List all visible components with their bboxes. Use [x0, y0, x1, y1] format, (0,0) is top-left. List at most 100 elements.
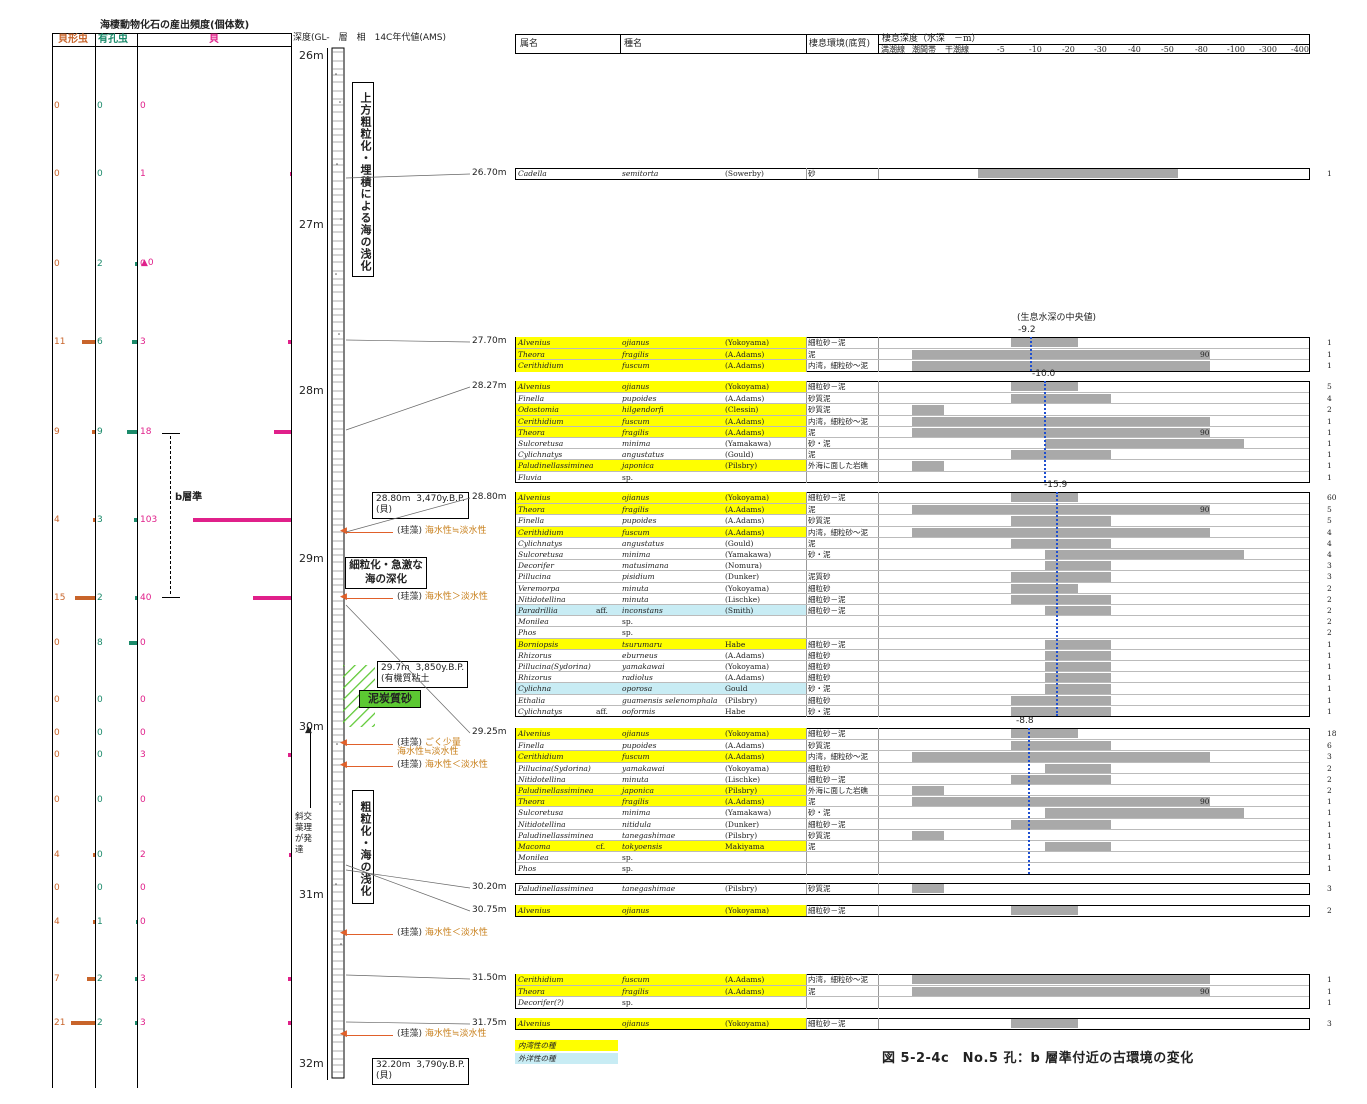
ostracod-bar — [91, 430, 95, 434]
sample-depth: 28.27m — [472, 381, 507, 391]
cell-divider — [806, 426, 807, 438]
cell-divider — [878, 492, 879, 504]
specimen-count: 1 — [1327, 472, 1332, 482]
foram-count: 0 — [97, 101, 103, 111]
specimen-count: 1 — [1327, 673, 1332, 683]
cell-divider — [878, 661, 879, 673]
table-row: Sulcoretusa minima (Yamakawa) 砂・泥 4 — [516, 548, 1332, 561]
genus-cell: Odostomia — [518, 405, 559, 415]
species-cell: fuscum — [622, 527, 650, 537]
cell-divider — [806, 381, 807, 393]
table-row: Rhizorus radiolus (A.Adams) 細粒砂 1 — [516, 671, 1332, 684]
cell-divider — [806, 740, 807, 752]
cell-divider — [806, 627, 807, 639]
sample-depth: 30.20m — [472, 882, 507, 892]
shell-count: 2 — [140, 850, 146, 860]
ostracod-count: 9 — [54, 427, 60, 437]
depth-tick: -10 — [1029, 45, 1042, 54]
depth-range-bar — [912, 830, 944, 840]
shell-count: 3 — [140, 750, 146, 760]
date-age: 3,850y.B.P. — [415, 663, 465, 673]
specimen-count: 1 — [1327, 169, 1332, 178]
depth-range-bar — [1045, 662, 1111, 672]
connector-line — [345, 869, 471, 889]
depth-range-bar — [1011, 741, 1111, 751]
cell-divider — [806, 683, 807, 695]
depth-range-bar — [912, 786, 944, 796]
cell-divider — [878, 349, 879, 361]
depth-range-bar — [912, 527, 1210, 537]
cell-divider — [806, 997, 807, 1009]
species-group — [515, 1018, 1310, 1031]
ostracod-count: 4 — [54, 917, 60, 927]
depth-range-bar — [978, 169, 1178, 179]
cell-divider — [878, 449, 879, 461]
sample-depth: 26.70m — [472, 168, 507, 178]
specimen-count: 2 — [1327, 583, 1332, 593]
date-box-32-20: 32.20m 3,790y.B.P. (貝) — [372, 1058, 469, 1085]
diatom-arrow — [345, 744, 393, 745]
author-cell: (Yokoyama) — [725, 583, 770, 593]
cell-divider — [878, 593, 879, 605]
genus-cell: Nitidotellina — [518, 774, 566, 784]
table-row: Fluvia sp. 1 — [516, 470, 1332, 483]
diatom-arrowhead: ◀ — [340, 760, 347, 770]
author-cell: (A.Adams) — [725, 416, 765, 426]
cell-divider — [806, 883, 807, 895]
foram-count: 2 — [97, 1018, 103, 1028]
species-cell: inconstans — [622, 606, 663, 615]
diatom-arrow — [345, 766, 393, 767]
date-material: (有機質粘土 — [381, 674, 430, 685]
ostracod-bar — [92, 518, 95, 522]
habitat-cell: 砂・泥 — [808, 808, 831, 818]
species-cell: tokyoensis — [622, 842, 663, 851]
table-row: Paludinellassiminea japonica (Pilsbry) 外海に面… — [516, 459, 1332, 472]
depth-range-bar — [912, 505, 1210, 515]
species-cell: minuta — [622, 774, 649, 784]
table-row: Rhizorus eburneus (A.Adams) 細粒砂 1 — [516, 648, 1332, 661]
foram-bar — [129, 641, 137, 645]
table-header: 属名 種名 棲息環境(底質) 棲息深度（水深 －m） 満潮線 潮間帯 干潮線 -5 -… — [515, 34, 1310, 54]
shell-bar — [288, 977, 291, 981]
specimen-count: 1 — [1327, 819, 1332, 829]
habitat-cell: 砂・泥 — [808, 550, 831, 559]
author-cell: (Dunker) — [725, 572, 760, 582]
cell-divider — [806, 349, 807, 361]
table-row: Phos sp. 1 — [516, 862, 1332, 875]
cell-divider — [806, 404, 807, 416]
depth-range-bar — [912, 987, 1210, 997]
cell-divider — [806, 1018, 807, 1030]
cell-divider — [878, 740, 879, 752]
foram-bar — [135, 1021, 137, 1025]
author-cell: (Smith) — [725, 606, 754, 615]
habitat-cell: 砂 — [808, 169, 816, 178]
depth-range-bar — [1045, 650, 1111, 660]
connector-line — [345, 864, 471, 912]
diatom-arrow — [345, 598, 393, 599]
specimen-count: 1 — [1327, 684, 1332, 694]
shell-bar — [290, 172, 291, 176]
cell-divider — [878, 974, 879, 986]
cell-divider — [806, 796, 807, 808]
cell-divider — [878, 404, 879, 416]
specimen-count: 2 — [1327, 763, 1332, 773]
specimen-count: 2 — [1327, 606, 1332, 615]
species-cell: ojianus — [622, 493, 650, 502]
specimen-count: 1 — [1327, 639, 1332, 649]
genus-cell: Paludinellassiminea — [518, 830, 594, 840]
median-depth-line — [1028, 728, 1030, 874]
habitat-cell: 細粒砂 — [808, 650, 831, 660]
diatom-arrow — [345, 532, 393, 533]
species-cell: fragilis — [622, 987, 649, 997]
author-cell: (A.Adams) — [725, 516, 765, 526]
foram-bar — [132, 340, 137, 344]
genus-cell: Cylichnatys — [518, 450, 563, 460]
table-row: Alvenius ojianus (Yokoyama) 細粒砂－泥 1 — [516, 337, 1332, 349]
specimen-count: 1 — [1327, 998, 1332, 1008]
species-cell: yamakawai — [622, 763, 665, 773]
table-row: Alvenius ojianus (Yokoyama) 細粒砂－泥 3 — [516, 1018, 1332, 1030]
ostracod-count: 0 — [54, 883, 60, 893]
species-cell: pupoides — [622, 394, 657, 404]
cell-divider — [878, 829, 879, 841]
table-row: Cerithidium fuscum (A.Adams) 内湾，細粒砂～泥 1 — [516, 974, 1332, 986]
